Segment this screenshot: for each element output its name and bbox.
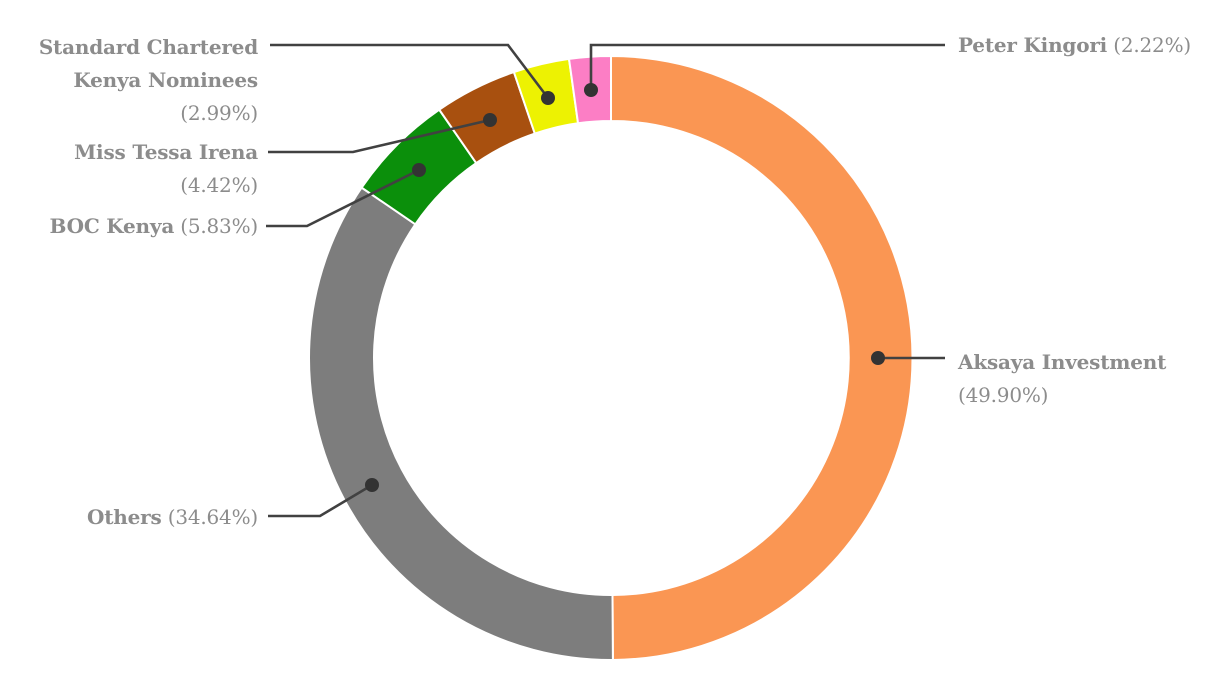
- slice-label-line: (4.42%): [74, 169, 258, 202]
- slice-percent-text: (34.64%): [161, 505, 258, 529]
- slice-label-others: Others (34.64%): [87, 501, 258, 534]
- leader-dot-others: [365, 478, 379, 492]
- slice-label-line: Miss Tessa Irena: [74, 136, 258, 169]
- slice-label-standard-chartered-kenya-nominees: Standard Chartered Kenya Nominees (2.99%): [39, 31, 258, 130]
- slice-label-line: Kenya Nominees: [39, 64, 258, 97]
- slice-label-aksaya-investment: Aksaya Investment (49.90%): [958, 346, 1166, 412]
- leader-line-standard-chartered-kenya-nominees: [270, 43, 550, 99]
- leader-line-peter-kingori: [589, 43, 945, 90]
- leader-line-others: [268, 483, 373, 518]
- leader-dot-boc-kenya: [412, 163, 426, 177]
- slice-percent-text: (5.83%): [174, 214, 258, 238]
- slice-label-line: Peter Kingori (2.22%): [958, 29, 1191, 62]
- slice-name-text: BOC Kenya: [49, 214, 175, 238]
- slice-label-peter-kingori: Peter Kingori (2.22%): [958, 29, 1191, 62]
- leader-dot-peter-kingori: [584, 83, 598, 97]
- slice-percent-text: (2.22%): [1107, 33, 1191, 57]
- donut-segment-aksaya-investment: [610, 55, 914, 661]
- leader-dot-miss-tessa-irena: [483, 113, 497, 127]
- slice-name-text: Others: [87, 505, 162, 529]
- slice-label-line: (49.90%): [958, 379, 1166, 412]
- leader-dot-aksaya-investment: [871, 351, 885, 365]
- slice-percent-text: (49.90%): [958, 383, 1049, 407]
- slice-label-line: Others (34.64%): [87, 501, 258, 534]
- slice-name-text: Kenya Nominees: [73, 68, 258, 92]
- slice-percent-text: (4.42%): [180, 173, 258, 197]
- leader-line-miss-tessa-irena: [268, 118, 491, 154]
- slice-label-miss-tessa-irena: Miss Tessa Irena (4.42%): [74, 136, 258, 202]
- slice-name-text: Miss Tessa Irena: [74, 140, 258, 164]
- slice-name-text: Standard Chartered: [38, 35, 258, 59]
- slice-label-line: Standard Chartered: [39, 31, 258, 64]
- slice-name-text: Peter Kingori: [958, 33, 1108, 57]
- slice-percent-text: (2.99%): [180, 101, 258, 125]
- slice-label-boc-kenya: BOC Kenya (5.83%): [49, 210, 259, 243]
- slice-name-text: Aksaya Investment: [958, 350, 1167, 374]
- leader-line-boc-kenya: [266, 168, 420, 228]
- leader-dot-standard-chartered-kenya-nominees: [541, 91, 555, 105]
- slice-label-line: BOC Kenya (5.83%): [49, 210, 259, 243]
- slice-label-line: Aksaya Investment: [958, 346, 1166, 379]
- donut-segment-others: [308, 186, 614, 661]
- slice-label-line: (2.99%): [39, 97, 258, 130]
